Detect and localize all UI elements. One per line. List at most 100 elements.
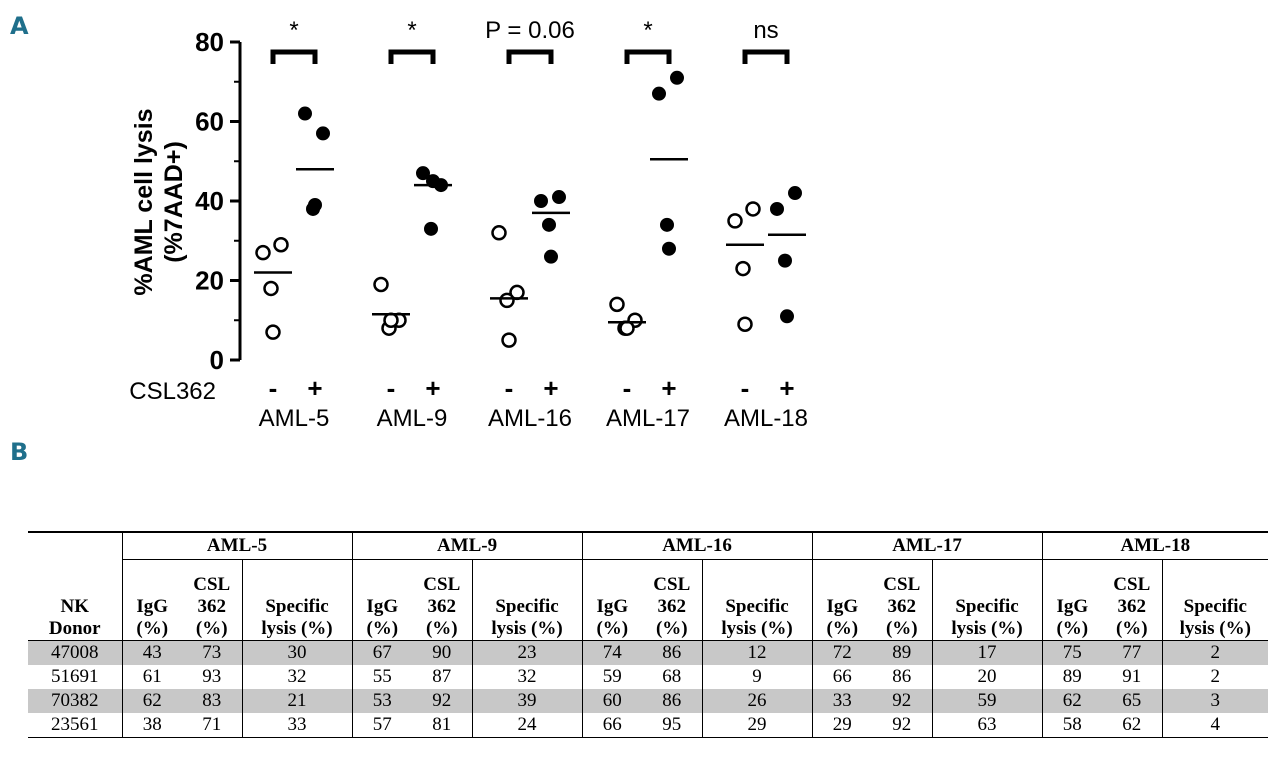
y-tick-label: 80 (195, 27, 224, 57)
significance-bracket (388, 49, 436, 64)
data-point-minus (273, 236, 289, 253)
specific-lysis-cell: 59 (931, 689, 1043, 713)
data-point-minus (383, 312, 399, 328)
specific-lysis-cell: 24 (471, 713, 583, 738)
csl362-cell: 92 (412, 689, 473, 713)
igg-cell: 55 (351, 665, 413, 689)
data-point-plus (660, 217, 674, 232)
csl362-header: CSL 362 (%) (412, 559, 473, 641)
treatment-minus-label: - (741, 373, 750, 403)
treatment-plus-label: + (307, 373, 322, 403)
csl362-cell: 92 (872, 713, 933, 738)
data-point-minus (373, 276, 389, 293)
significance-label: P = 0.06 (485, 17, 575, 44)
significance-bracket (742, 49, 790, 64)
data-point-plus (670, 70, 684, 85)
specific-lysis-cell: 33 (241, 713, 353, 738)
data-point-plus (652, 86, 666, 101)
table-row: 51691 61 93 32 55 87 32 59 68 9 66 86 20 89 91 2 (28, 665, 1269, 689)
csl362-cell: 73 (182, 640, 242, 665)
csl362-header: CSL 362 (%) (182, 559, 242, 641)
specific-lysis-cell: 26 (701, 689, 813, 713)
specific-lysis-cell: 63 (931, 713, 1043, 738)
treatment-minus-label: - (505, 373, 514, 403)
data-point-plus (770, 201, 784, 216)
specific-lysis-cell: 3 (1161, 689, 1269, 713)
data-point-plus (316, 126, 330, 141)
data-point-plus (534, 194, 548, 208)
specific-lysis-cell: 20 (931, 665, 1043, 689)
data-point-plus (308, 197, 322, 212)
csl362-cell: 93 (202, 666, 222, 687)
data-point-minus (499, 292, 515, 309)
igg-header: IgG (%) (121, 559, 182, 641)
group-header-aml18: AML-18 (1041, 531, 1269, 560)
data-point-minus (727, 213, 743, 229)
igg-cell: 74 (581, 640, 643, 665)
data-point-plus (778, 253, 792, 268)
csl362-cell: 87 (432, 666, 452, 687)
csl362-header: CSL 362 (%) (1102, 559, 1163, 641)
igg-cell: 33 (811, 689, 873, 713)
specific-lysis-header: Specific lysis (%) (931, 559, 1043, 641)
donor-cell: 23561 (28, 713, 122, 738)
group-label: AML-5 (259, 405, 330, 432)
treatment-minus-label: - (623, 373, 632, 403)
specific-lysis-cell: 9 (701, 665, 813, 689)
specific-lysis-cell: 39 (471, 689, 583, 713)
data-point-minus (737, 316, 753, 332)
specific-lysis-cell: 17 (931, 640, 1043, 665)
csl362-cell: 83 (182, 689, 242, 713)
csl362-cell: 89 (872, 640, 933, 665)
scatter-chart: 0 20 40 60 80 %AML cell lysis (%7AAD+) CSL362 * -… (129, 17, 808, 432)
table-row: 70382 62 83 21 53 92 39 60 86 26 33 92 59 62 65 3 (28, 689, 1269, 713)
igg-cell: 89 (1041, 665, 1103, 689)
data-point-minus (745, 201, 761, 217)
donor-cell: 70382 (28, 689, 122, 713)
treatment-label: CSL362 (129, 378, 216, 405)
significance-label: * (289, 17, 298, 44)
data-point-minus (609, 296, 625, 313)
csl362-cell: 62 (1102, 713, 1163, 738)
data-point-plus (552, 190, 566, 205)
igg-cell: 60 (581, 689, 643, 713)
specific-lysis-cell: 21 (241, 689, 353, 713)
data-point-plus (544, 249, 558, 264)
csl362-cell: 68 (662, 666, 682, 687)
specific-lysis-header: Specific lysis (%) (241, 559, 353, 641)
igg-header: IgG (%) (351, 559, 413, 641)
data-point-minus (255, 244, 271, 261)
csl362-cell: 91 (1122, 666, 1142, 687)
data-point-plus (542, 217, 556, 232)
igg-header: IgG (%) (1041, 559, 1103, 641)
lysis-table: NK Donor AML-5 AML-9 AML-16 AML-17 AML-18… (28, 531, 1269, 738)
significance-bracket (624, 49, 672, 64)
igg-cell: 67 (351, 640, 413, 665)
y-tick-label: 40 (195, 186, 224, 216)
treatment-minus-label: - (387, 373, 396, 403)
specific-lysis-cell: 12 (701, 640, 813, 665)
data-point-minus (619, 320, 635, 336)
significance-label: * (407, 17, 416, 44)
data-point-minus (501, 332, 517, 348)
igg-cell: 59 (581, 665, 643, 689)
treatment-minus-label: - (269, 373, 278, 403)
data-point-plus (662, 241, 676, 256)
specific-lysis-header: Specific lysis (%) (1161, 559, 1269, 641)
group-label: AML-9 (377, 405, 448, 432)
igg-cell: 62 (121, 689, 182, 713)
significance-label: * (643, 17, 652, 44)
igg-cell: 29 (811, 713, 873, 738)
treatment-plus-label: + (661, 373, 676, 403)
group-label: AML-17 (606, 405, 690, 432)
y-tick-label: 0 (210, 345, 224, 375)
igg-cell: 72 (811, 640, 873, 665)
csl362-header: CSL 362 (%) (642, 559, 703, 641)
significance-label: ns (753, 17, 778, 44)
significance-bracket (506, 49, 554, 64)
specific-lysis-cell: 2 (1161, 665, 1269, 689)
table-row: 47008 43 73 30 67 90 23 74 86 12 72 89 17 75 77 2 (28, 640, 1269, 665)
data-point-plus (788, 186, 802, 201)
table-row: 23561 38 71 33 57 81 24 66 95 29 29 92 63 58 62 4 (28, 713, 1269, 738)
igg-header: IgG (%) (811, 559, 873, 641)
